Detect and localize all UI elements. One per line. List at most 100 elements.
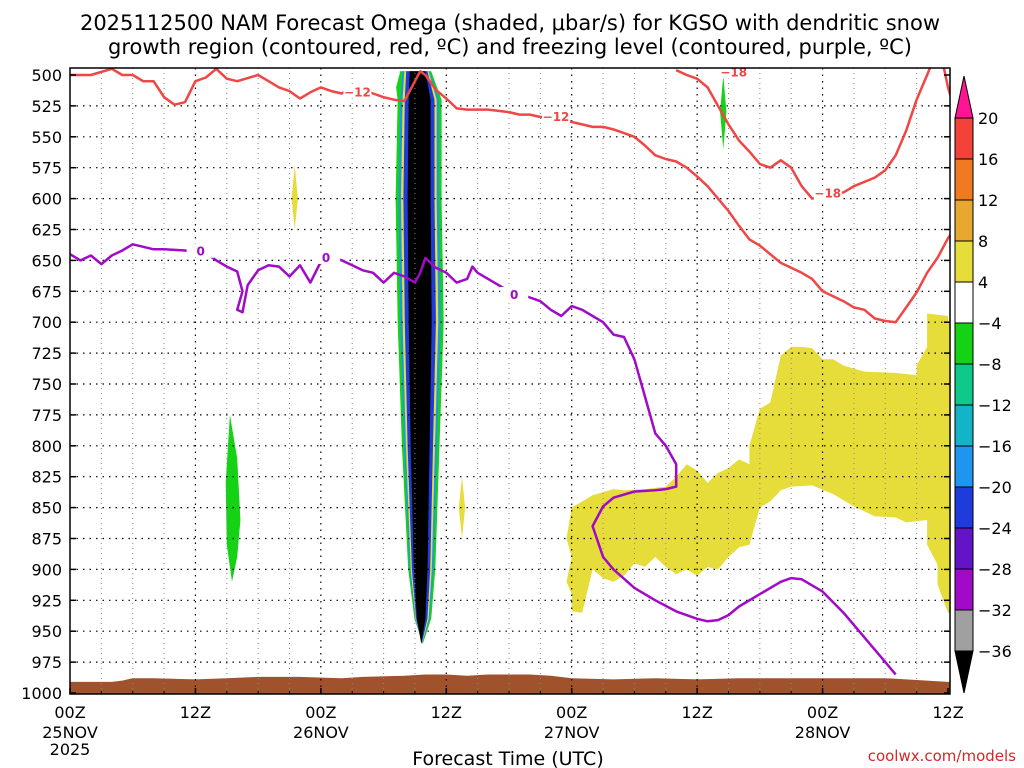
contour-red-minus18 <box>675 68 950 200</box>
chart-title-line-2: growth region (contoured, red, ºC) and f… <box>108 35 912 59</box>
colorbar-label-8: −16 <box>978 437 1012 456</box>
colorbar-label-3: 8 <box>978 232 988 251</box>
y-tick-label-775: 775 <box>31 406 62 425</box>
colorbar-box-1 <box>954 117 974 160</box>
x-tick-date-48: 27NOV <box>544 723 600 742</box>
contour-label-red_m12_b: −12 <box>543 110 570 124</box>
y-tick-label-925: 925 <box>31 591 62 610</box>
colorbar-label-2: 12 <box>978 191 998 210</box>
y-tick-label-950: 950 <box>31 622 62 641</box>
contour-label-bg-purple_0_c <box>500 287 529 302</box>
omega-region-7 <box>720 75 727 150</box>
colorbar-box-4 <box>954 240 974 283</box>
colorbar-box-9 <box>954 445 974 488</box>
contour-label-bg-purple_0_a <box>186 243 215 258</box>
colorbar-box-6 <box>954 322 974 365</box>
x-tick-label-84: 12Z <box>932 703 963 722</box>
contour-labels: −12 −12 −18 −18 0 0 0 <box>186 64 842 302</box>
omega-region-5 <box>225 414 241 582</box>
x-tick-date-72: 28NOV <box>795 723 851 742</box>
contour-lines <box>70 68 950 676</box>
colorbar-label-12: −32 <box>978 601 1012 620</box>
x-tick-date-0: 25NOV <box>42 723 98 742</box>
x-axis-label: Forecast Time (UTC) <box>412 748 603 768</box>
contour-label-purple_0_c: 0 <box>510 288 518 302</box>
x-tick-label-12: 12Z <box>180 703 211 722</box>
colorbar-top-arrow <box>954 75 974 119</box>
y-tick-label-550: 550 <box>31 128 62 147</box>
x-tick-label-36: 12Z <box>431 703 462 722</box>
y-tick-label-525: 525 <box>31 97 62 116</box>
y-tick-label-675: 675 <box>31 282 62 301</box>
contour-freezing-level <box>70 243 897 676</box>
colorbar-label-4: 4 <box>978 273 988 292</box>
colorbar-box-13 <box>954 609 974 652</box>
colorbar-bottom-arrow <box>954 650 974 694</box>
contour-label-bg-purple_0_b <box>312 249 341 264</box>
omega-core-band-4 <box>407 71 432 644</box>
colorbar-box-10 <box>954 486 974 529</box>
colorbar-label-11: −28 <box>978 560 1012 579</box>
contour-label-red_m18_a: −18 <box>720 66 747 80</box>
plot-frame <box>69 67 951 695</box>
y-tick-label-750: 750 <box>31 375 62 394</box>
terrain-layer <box>70 674 950 694</box>
omega-region-4 <box>458 476 466 539</box>
y-tick-label-900: 900 <box>31 560 62 579</box>
colorbar-label-13: −36 <box>978 642 1012 661</box>
colorbar-box-2 <box>954 158 974 201</box>
contour-label-red_m12_a: −12 <box>344 85 371 99</box>
y-tick-label-725: 725 <box>31 344 62 363</box>
colorbar-box-12 <box>954 568 974 611</box>
credit-text: coolwx.com/models <box>868 747 1016 765</box>
y-tick-label-650: 650 <box>31 251 62 270</box>
terrain-fill <box>70 674 950 694</box>
chart-title-line-1: 2025112500 NAM Forecast Omega (shaded, μ… <box>80 11 940 35</box>
x-tick-label-0: 00Z <box>54 703 85 722</box>
y-tick-label-575: 575 <box>31 159 62 178</box>
contour-label-purple_0_a: 0 <box>196 245 204 259</box>
contour-label-bg-red_m18_b <box>813 185 842 200</box>
colorbar-label-7: −12 <box>978 396 1012 415</box>
colorbar-label-6: −8 <box>978 355 1002 374</box>
colorbar-box-11 <box>954 527 974 570</box>
omega-region-3 <box>291 165 298 230</box>
y-axis: 500 525 550 575 600 625 650 675 700 725 750 775 800 8… <box>21 66 950 703</box>
colorbar-label-0: 20 <box>978 109 998 128</box>
x-tick-year-0: 2025 <box>50 740 91 759</box>
y-tick-label-600: 600 <box>31 190 62 209</box>
x-tick-label-48: 00Z <box>556 703 587 722</box>
grid-lines <box>70 68 950 694</box>
y-tick-label-625: 625 <box>31 221 62 240</box>
colorbar-label-5: −4 <box>978 314 1002 333</box>
colorbar: 20 16 12 8 4 −4 −8 −12 −16 −20 −24 −28 −32 −36 <box>954 75 1012 694</box>
y-tick-label-975: 975 <box>31 653 62 672</box>
colorbar-box-7 <box>954 363 974 406</box>
y-tick-label-1000: 1000 <box>21 684 62 703</box>
contour-label-purple_0_b: 0 <box>322 251 330 265</box>
colorbar-box-8 <box>954 404 974 447</box>
x-tick-label-24: 00Z <box>305 703 336 722</box>
y-tick-label-825: 825 <box>31 468 62 487</box>
contour-red-minus12 <box>70 68 950 324</box>
omega-shading <box>225 71 950 644</box>
y-tick-label-800: 800 <box>31 437 62 456</box>
y-tick-label-875: 875 <box>31 530 62 549</box>
colorbar-box-3 <box>954 199 974 242</box>
y-tick-label-700: 700 <box>31 313 62 332</box>
omega-region-1 <box>749 313 950 613</box>
colorbar-label-1: 16 <box>978 150 998 169</box>
contour-label-bg-red_m12_b <box>542 109 571 124</box>
colorbar-label-9: −20 <box>978 478 1012 497</box>
colorbar-label-10: −24 <box>978 519 1012 538</box>
x-tick-label-60: 12Z <box>681 703 712 722</box>
x-tick-label-72: 00Z <box>807 703 838 722</box>
x-tick-date-24: 26NOV <box>293 723 349 742</box>
y-tick-label-850: 850 <box>31 499 62 518</box>
colorbar-box-5 <box>954 281 974 324</box>
y-tick-label-500: 500 <box>31 66 62 85</box>
contour-label-bg-red_m12_a <box>343 84 372 99</box>
contour-label-red_m18_b: −18 <box>814 187 841 201</box>
